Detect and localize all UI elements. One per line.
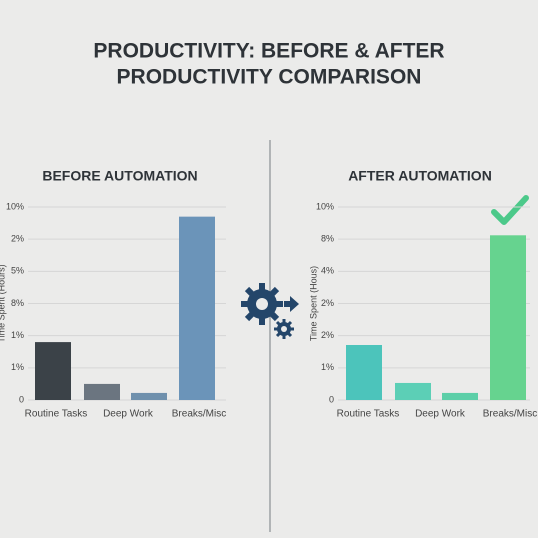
bar (84, 383, 120, 400)
x-tick-label: Deep Work (415, 409, 466, 420)
y-tick-label: 1% (11, 330, 24, 340)
y-tick-label: 0 (19, 394, 24, 404)
bar (35, 342, 71, 400)
y-tick-label: 2% (321, 330, 334, 340)
bar (395, 382, 431, 400)
y-tick-label: 8% (321, 234, 334, 244)
chart-subtitle: BEFORE AUTOMATION (42, 168, 197, 184)
y-tick-label: 1% (11, 362, 24, 372)
x-tick-label: Routine Tasks (337, 409, 400, 420)
title-line: PRODUCTIVITY: BEFORE & AFTER (93, 40, 444, 63)
y-tick-label: 10% (6, 201, 24, 211)
check-icon (491, 195, 529, 225)
chart-subtitle: AFTER AUTOMATION (348, 168, 492, 184)
x-tick-label: Routine Tasks (25, 409, 88, 420)
bar (131, 392, 167, 400)
x-tick-label: Deep Work (103, 409, 154, 420)
x-tick-label: Breaks/Misc (172, 409, 226, 420)
bar (442, 392, 478, 400)
y-tick-label: 10% (316, 201, 334, 211)
y-tick-label: 2% (321, 298, 334, 308)
y-tick-label: 8% (11, 298, 24, 308)
bar (490, 235, 526, 400)
y-tick-label: 0 (329, 394, 334, 404)
title-line: PRODUCTIVITY COMPARISON (117, 66, 422, 89)
x-tick-label: Breaks/Misc (483, 409, 537, 420)
bar (346, 344, 382, 400)
y-axis-label: Time Spent (Hours) (0, 264, 6, 342)
y-tick-label: 2% (11, 234, 24, 244)
y-axis-label: Time Spent (Hous) (308, 266, 318, 341)
y-tick-label: 1% (321, 362, 334, 372)
gear-icon (241, 283, 299, 339)
bar (179, 216, 215, 400)
y-tick-label: 4% (321, 266, 334, 276)
y-tick-label: 5% (11, 266, 24, 276)
